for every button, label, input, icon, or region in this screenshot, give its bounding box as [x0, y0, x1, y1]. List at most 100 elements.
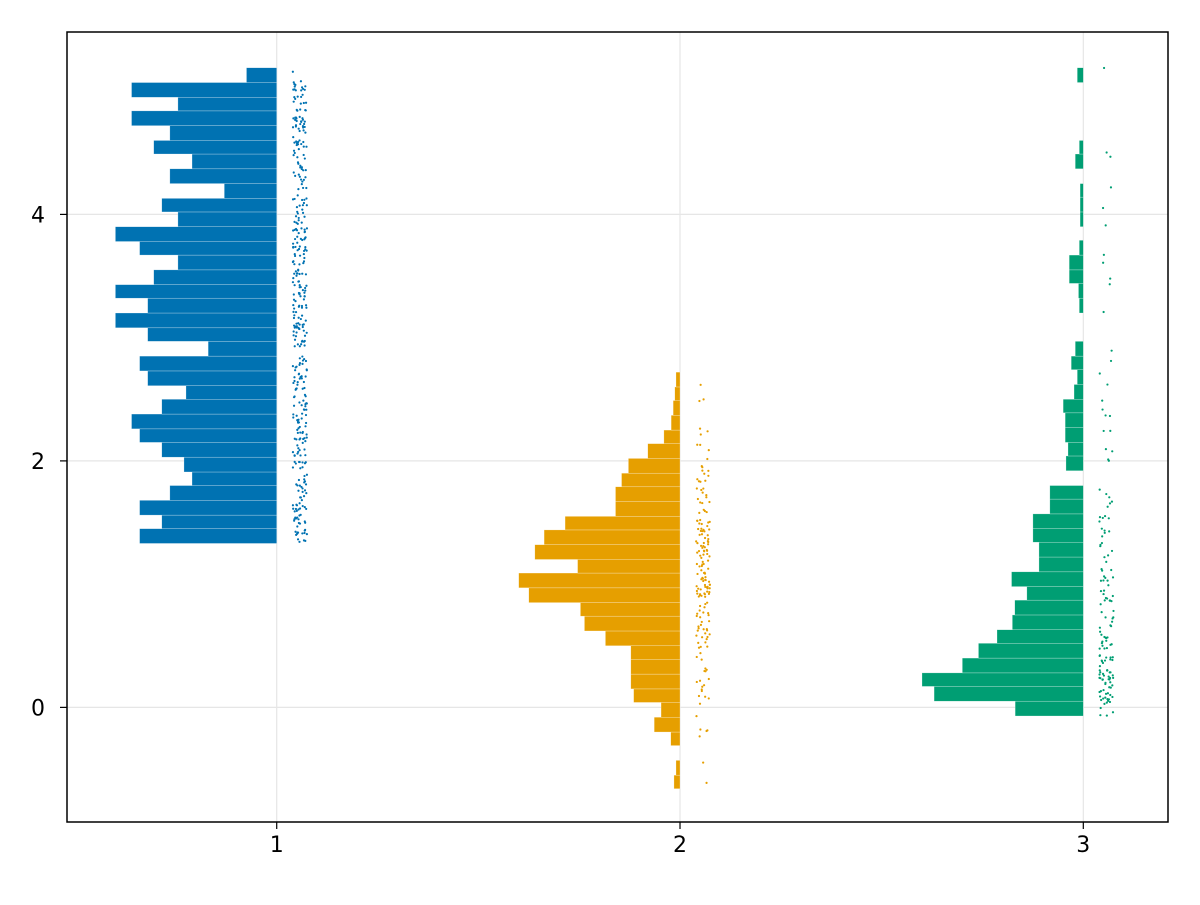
scatter-point-s1: [304, 454, 307, 457]
histogram-bar-s1: [131, 82, 277, 98]
scatter-point-s1: [303, 122, 306, 126]
scatter-point-s1: [304, 108, 307, 112]
scatter-point-s3: [1102, 674, 1106, 677]
scatter-point-s2: [697, 549, 701, 553]
scatter-point-s2: [704, 695, 707, 698]
scatter-point-s2: [706, 729, 709, 732]
scatter-point-s3: [1106, 699, 1110, 703]
scatter-point-s1: [295, 331, 298, 334]
histogram-bar-s1: [207, 341, 277, 357]
histogram-bar-s1: [177, 211, 277, 227]
scatter-point-s1: [299, 317, 302, 321]
scatter-point-s1: [298, 345, 301, 348]
scatter-point-s1: [301, 359, 305, 362]
histogram-bar-s1: [169, 125, 277, 141]
histogram-bar-s2: [577, 559, 681, 574]
scatter-point-s2: [708, 591, 711, 594]
scatter-point-s2: [699, 652, 702, 655]
scatter-point-s3: [1111, 674, 1114, 677]
scatter-point-s1: [295, 221, 298, 224]
scatter-point-s1: [297, 219, 300, 222]
scatter-point-s2: [701, 501, 704, 505]
scatter-point-s3: [1098, 626, 1101, 629]
scatter-point-s1: [304, 413, 308, 417]
scatter-point-s1: [296, 383, 299, 386]
scatter-point-s1: [297, 188, 300, 191]
scatter-point-s2: [706, 559, 710, 562]
scatter-point-s1: [297, 447, 300, 450]
scatter-point-s1: [294, 83, 297, 86]
scatter-point-s1: [303, 474, 306, 478]
scatter-point-s1: [292, 117, 295, 120]
scatter-point-s1: [305, 197, 308, 200]
histogram-bar-s3: [1068, 254, 1084, 271]
scatter-point-s1: [295, 504, 299, 507]
scatter-point-s2: [704, 632, 707, 635]
scatter-point-s1: [294, 97, 297, 100]
scatter-point-s3: [1102, 253, 1105, 256]
scatter-point-s1: [292, 303, 295, 307]
y-tick-label: 0: [31, 696, 45, 721]
histogram-bar-s2: [628, 458, 681, 474]
scatter-point-s3: [1111, 656, 1114, 659]
scatter-point-s2: [699, 588, 702, 591]
scatter-point-s2: [697, 595, 700, 598]
scatter-point-s1: [294, 335, 298, 338]
scatter-point-s1: [299, 295, 302, 298]
scatter-point-s3: [1099, 630, 1102, 633]
histogram-bar-s2: [672, 400, 681, 416]
scatter-point-s2: [699, 518, 702, 522]
scatter-point-s2: [696, 572, 699, 576]
histogram-bar-s3: [1065, 455, 1084, 472]
scatter-point-s1: [304, 289, 307, 292]
histogram-bar-s1: [246, 67, 277, 83]
scatter-point-s3: [1103, 635, 1106, 639]
scatter-point-s1: [292, 81, 295, 84]
scatter-point-s1: [298, 363, 301, 367]
scatter-point-s2: [701, 546, 704, 549]
scatter-point-s1: [297, 518, 300, 521]
scatter-point-s2: [705, 510, 708, 514]
scatter-point-s2: [703, 606, 706, 609]
scatter-point-s1: [294, 369, 297, 372]
scatter-point-s1: [301, 412, 304, 415]
x-tick-label: 3: [1076, 833, 1090, 858]
scatter-point-s1: [304, 176, 307, 179]
scatter-point-s1: [303, 489, 307, 492]
scatter-point-s1: [301, 431, 304, 435]
scatter-point-s1: [293, 197, 296, 201]
scatter-point-s1: [293, 437, 296, 440]
scatter-point-s1: [303, 120, 306, 123]
scatter-point-s1: [302, 495, 306, 498]
points-layer: [291, 66, 1115, 784]
scatter-point-s2: [704, 479, 707, 482]
scatter-point-s1: [293, 141, 296, 144]
scatter-point-s1: [303, 437, 306, 440]
scatter-point-s1: [299, 166, 302, 169]
scatter-point-s2: [707, 469, 710, 472]
scatter-point-s1: [293, 272, 296, 275]
scatter-point-s1: [298, 284, 301, 287]
histogram-bar-s2: [647, 443, 681, 459]
scatter-point-s1: [301, 211, 305, 214]
scatter-point-s2: [708, 555, 711, 558]
histogram-bar-s2: [543, 529, 681, 545]
scatter-point-s3: [1111, 594, 1114, 598]
scatter-point-s2: [708, 583, 711, 586]
y-tick-label: 2: [31, 450, 45, 475]
histogram-bar-s2: [564, 516, 681, 531]
scatter-point-s3: [1109, 155, 1112, 158]
scatter-point-s1: [303, 344, 306, 347]
scatter-point-s2: [699, 554, 702, 557]
scatter-point-s1: [294, 215, 298, 218]
scatter-point-s2: [702, 545, 705, 548]
scatter-point-s1: [298, 115, 301, 118]
scatter-point-s1: [298, 263, 301, 266]
ticks-layer: 1 2 3 0 2 4: [31, 203, 1090, 858]
scatter-point-s1: [296, 525, 299, 528]
scatter-point-s2: [700, 533, 704, 536]
scatter-point-s1: [302, 329, 305, 332]
x-tick-label: 1: [270, 833, 284, 858]
scatter-point-s2: [698, 522, 701, 525]
